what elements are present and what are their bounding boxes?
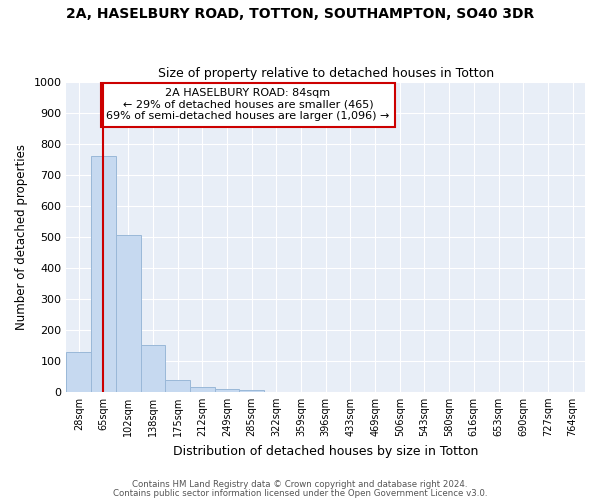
Bar (165, 380, 190, 392)
Text: 2A, HASELBURY ROAD, TOTTON, SOUTHAMPTON, SO40 3DR: 2A, HASELBURY ROAD, TOTTON, SOUTHAMPTON,… (66, 8, 534, 22)
Text: 2A HASELBURY ROAD: 84sqm
← 29% of detached houses are smaller (465)
69% of semi-: 2A HASELBURY ROAD: 84sqm ← 29% of detach… (106, 88, 389, 122)
Bar (140, 344, 165, 392)
Bar (91, 156, 116, 392)
Text: Contains public sector information licensed under the Open Government Licence v3: Contains public sector information licen… (113, 488, 487, 498)
Title: Size of property relative to detached houses in Totton: Size of property relative to detached ho… (158, 66, 494, 80)
Bar (67, 352, 91, 392)
X-axis label: Distribution of detached houses by size in Totton: Distribution of detached houses by size … (173, 444, 478, 458)
Bar (116, 235, 140, 392)
Y-axis label: Number of detached properties: Number of detached properties (15, 144, 28, 330)
Bar (190, 388, 215, 392)
Bar (215, 390, 239, 392)
Bar (239, 390, 264, 392)
Text: Contains HM Land Registry data © Crown copyright and database right 2024.: Contains HM Land Registry data © Crown c… (132, 480, 468, 489)
